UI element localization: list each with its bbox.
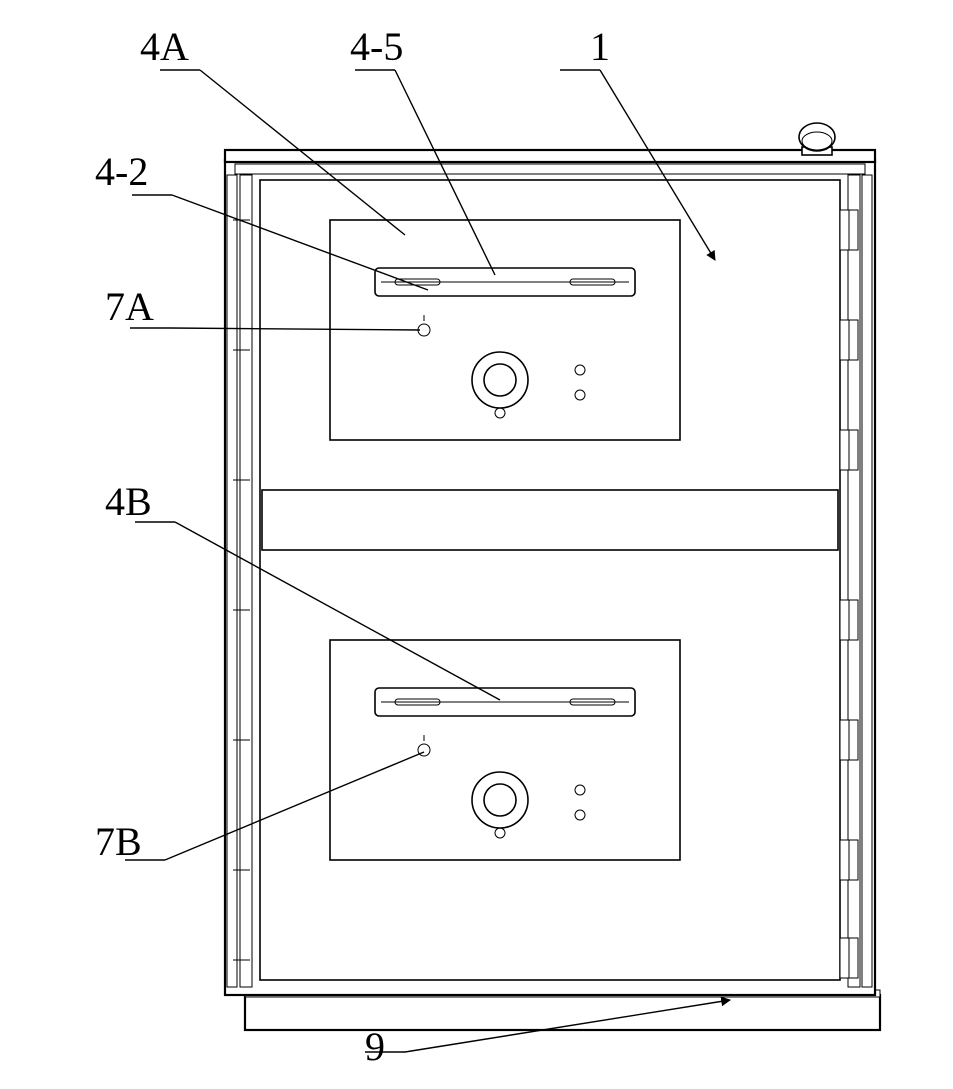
label-4B: 4B <box>105 479 152 524</box>
cabinet-top-inner <box>235 164 865 174</box>
lamp-dome <box>799 123 835 151</box>
label-7A: 7A <box>105 284 154 329</box>
label-7B: 7B <box>95 819 142 864</box>
cabinet-outer <box>225 160 875 995</box>
label-4-5: 4-5 <box>350 24 403 69</box>
label-1: 1 <box>590 24 610 69</box>
cabinet-top-cap <box>225 150 875 162</box>
label-9: 9 <box>365 1024 385 1069</box>
label-4-2: 4-2 <box>95 149 148 194</box>
label-4A: 4A <box>140 24 189 69</box>
cabinet-base <box>245 995 880 1030</box>
